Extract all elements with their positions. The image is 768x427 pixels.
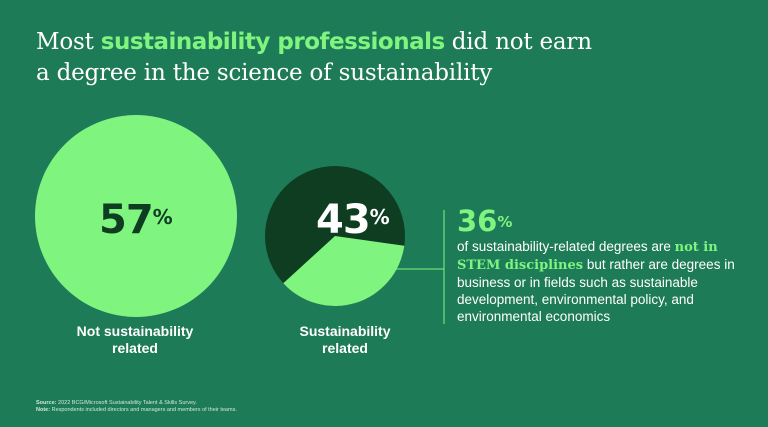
note-text: Respondents included directors and manag… [50,407,237,413]
callout-value: 36% [457,205,512,237]
value-43-unit: % [369,205,390,229]
title-prefix: Most [36,29,101,55]
label-not-sustainability: Not sustainability related [55,323,215,357]
label-right-line1: Sustainability [299,323,391,339]
pie-slice-not-sustainability [35,115,237,317]
value-label-57: 57% [99,198,173,242]
chart-title: Most sustainability professionals did no… [36,27,596,89]
footer-source: Source: 2022 BCG/Microsoft Sustainabilit… [36,400,237,407]
callout-number: 36 [457,204,498,238]
title-highlight: sustainability professionals [100,29,445,55]
callout-unit: % [497,213,513,231]
label-left-line2: related [112,340,158,356]
note-label: Note: [36,407,51,413]
value-57-number: 57 [99,197,154,243]
callout-text-after: but rather are degrees in business or in… [457,257,735,324]
source-label: Source: [36,400,57,406]
callout-text-highlight: not in STEM disciplines [457,240,718,273]
callout-text: of sustainability-related degrees are no… [457,238,747,325]
label-right-line2: related [322,340,368,356]
label-left-line1: Not sustainability [76,323,194,339]
value-57-unit: % [152,205,173,229]
source-text: 2022 BCG/Microsoft Sustainability Talent… [56,400,197,406]
footer-note: Note: Respondents included directors and… [36,407,237,414]
label-sustainability: Sustainability related [265,323,425,357]
footer-notes: Source: 2022 BCG/Microsoft Sustainabilit… [36,400,237,414]
value-43-number: 43 [316,197,371,243]
value-label-43: 43% [316,198,390,242]
pie-slice-not-stem [283,236,405,306]
title-suffix: did not earn a degree in the science of … [36,29,592,86]
callout-text-before: of sustainability-related degrees are [457,239,675,254]
